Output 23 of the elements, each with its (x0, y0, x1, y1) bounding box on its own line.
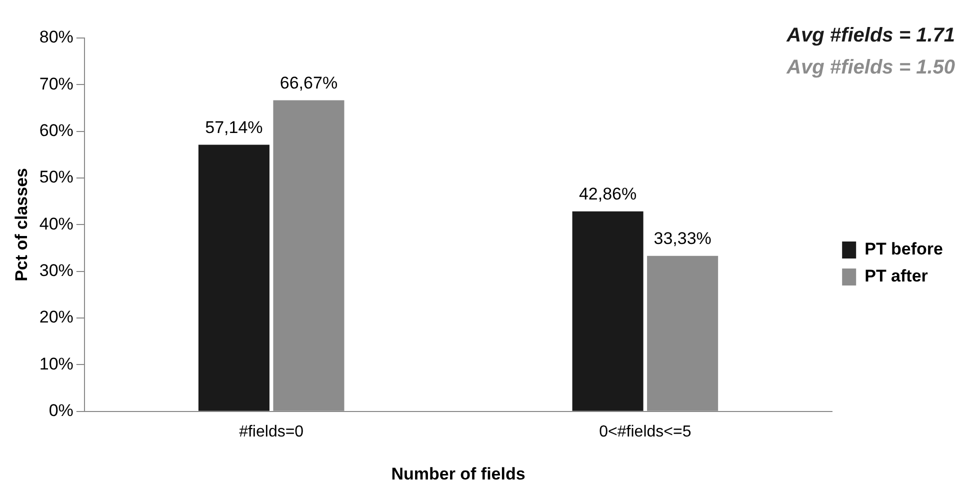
y-tick-label: 10% (39, 354, 74, 374)
y-tick-label: 60% (39, 121, 74, 140)
y-tick-label: 20% (39, 308, 74, 327)
y-tick-label: 30% (39, 261, 74, 280)
annotation: Avg #fields = 1.50 (786, 56, 955, 79)
y-tick-label: 0% (48, 401, 74, 420)
data-label: 33,33% (654, 229, 712, 248)
annotation: Avg #fields = 1.71 (786, 24, 955, 47)
data-label: 57,14% (205, 118, 263, 137)
x-tick-label: 0<#fields<=5 (599, 423, 692, 440)
bar (572, 211, 644, 411)
x-tick-label: #fields=0 (239, 423, 304, 440)
data-label: 42,86% (578, 184, 637, 204)
bar (198, 144, 270, 411)
legend-label: PT after (864, 266, 928, 286)
y-tick-label: 70% (39, 74, 74, 94)
y-axis-title: Pct of classes (12, 168, 31, 282)
y-tick-label: 50% (39, 168, 74, 187)
x-axis-title: Number of fields (391, 464, 526, 484)
y-tick-label: 40% (39, 214, 74, 234)
legend-label: PT before (864, 240, 944, 259)
data-label: 66,67% (280, 73, 338, 92)
y-tick-label: 80% (39, 28, 74, 47)
